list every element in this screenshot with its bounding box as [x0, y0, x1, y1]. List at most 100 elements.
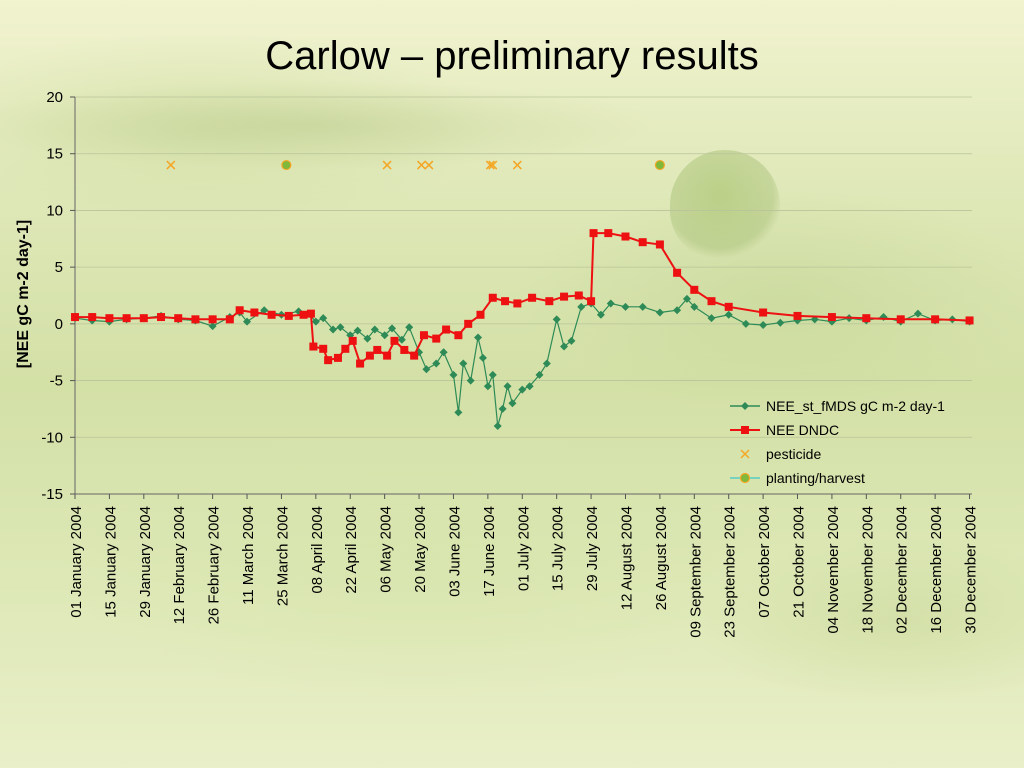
data-point: [513, 299, 522, 308]
data-point: [341, 344, 350, 353]
data-point: [319, 344, 328, 353]
data-point: [621, 232, 630, 241]
x-tick-label: 07 October 2004: [756, 506, 773, 618]
legend-label-nee-dndc: NEE DNDC: [766, 422, 840, 438]
data-point: [655, 308, 664, 317]
data-point: [442, 325, 451, 334]
x-tick-label: 18 November 2004: [859, 506, 876, 634]
data-point: [560, 292, 569, 301]
data-point: [348, 336, 357, 345]
data-point: [267, 310, 276, 319]
data-point: [284, 311, 293, 320]
data-point: [309, 342, 318, 351]
data-point: [604, 229, 613, 238]
data-point: [225, 315, 234, 324]
data-point: [157, 313, 166, 322]
data-point: [380, 331, 389, 340]
data-point: [319, 314, 328, 323]
data-point: [397, 335, 406, 344]
data-point-stroke: [416, 160, 427, 170]
x-tick-label: 09 September 2004: [687, 506, 704, 638]
data-point: [560, 342, 569, 351]
data-point: [365, 351, 374, 360]
data-point: [306, 309, 315, 318]
data-point: [525, 382, 534, 391]
data-point: [793, 311, 802, 320]
data-point: [673, 268, 682, 277]
data-point: [243, 317, 252, 326]
data-point: [324, 356, 333, 365]
y-tick-label: 0: [55, 316, 63, 333]
data-point: [638, 302, 647, 311]
y-axis-label: [NEE gC m-2 day-1]: [15, 220, 32, 368]
data-point: [606, 299, 615, 308]
data-point: [432, 334, 441, 343]
data-point: [370, 325, 379, 334]
x-tick-label: 29 January 2004: [137, 506, 154, 618]
x-tick-label: 23 September 2004: [722, 506, 739, 638]
data-point: [356, 359, 365, 368]
data-point: [552, 315, 561, 324]
x-tick-label: 20 May 2004: [412, 506, 429, 593]
data-point: [363, 334, 372, 343]
data-point: [388, 324, 397, 333]
x-tick-label: 25 March 2004: [274, 506, 291, 606]
chart-axes: [74, 97, 972, 495]
x-tick-label: 26 February 2004: [206, 506, 223, 624]
data-point: [424, 160, 434, 170]
legend-swatch-planting-harvest: [730, 472, 760, 484]
legend-item-planting-harvest: planting/harvest: [730, 466, 945, 490]
data-point: [311, 317, 320, 326]
legend-label-planting-harvest: planting/harvest: [766, 470, 865, 486]
series-2: [166, 160, 522, 170]
data-point: [707, 297, 716, 306]
data-point: [488, 370, 497, 379]
data-point: [508, 399, 517, 408]
x-tick-label: 16 December 2004: [928, 506, 945, 634]
data-point: [488, 160, 498, 170]
series-line: [75, 232, 970, 366]
data-point: [419, 331, 428, 340]
x-axis-ticks: 01 January 2004 15 January 2004 29 January…: [68, 494, 980, 638]
data-point: [682, 294, 691, 303]
y-tick-label: -10: [41, 429, 63, 446]
data-point: [474, 333, 483, 342]
x-tick-label: 26 August 2004: [653, 506, 670, 610]
data-point: [896, 315, 905, 324]
x-tick-label: 08 April 2004: [309, 506, 326, 594]
data-point: [483, 382, 492, 391]
data-point: [476, 310, 485, 319]
data-point: [333, 353, 342, 362]
data-point: [382, 160, 392, 170]
data-point: [373, 345, 382, 354]
data-point: [281, 159, 292, 171]
legend-item-pesticide: pesticide: [730, 442, 945, 466]
data-point: [383, 351, 392, 360]
data-point: [759, 320, 768, 329]
data-point: [464, 319, 473, 328]
x-tick-label: 30 December 2004: [963, 506, 980, 634]
data-point: [621, 302, 630, 311]
x-tick-label: 01 January 2004: [68, 506, 85, 618]
x-tick-label: 21 October 2004: [791, 506, 808, 618]
data-point: [965, 316, 974, 325]
data-point: [488, 293, 497, 302]
data-point: [139, 314, 148, 323]
data-point: [71, 313, 79, 322]
data-point: [587, 297, 596, 306]
data-point: [503, 382, 512, 391]
legend-label-pesticide: pesticide: [766, 446, 822, 462]
x-tick-label: 02 December 2004: [894, 506, 911, 634]
data-point: [690, 302, 699, 311]
y-tick-label: 10: [46, 202, 63, 219]
data-point: [416, 160, 427, 170]
data-point: [329, 325, 338, 334]
data-point: [466, 376, 475, 385]
data-point: [638, 238, 647, 247]
data-point-stroke: [488, 160, 498, 170]
chart-legend: NEE_st_fMDS gC m-2 day-1 NEE DNDC pestic…: [730, 394, 945, 490]
data-point: [759, 308, 768, 317]
x-tick-label: 04 November 2004: [825, 506, 842, 634]
x-tick-label: 11 March 2004: [240, 506, 257, 605]
